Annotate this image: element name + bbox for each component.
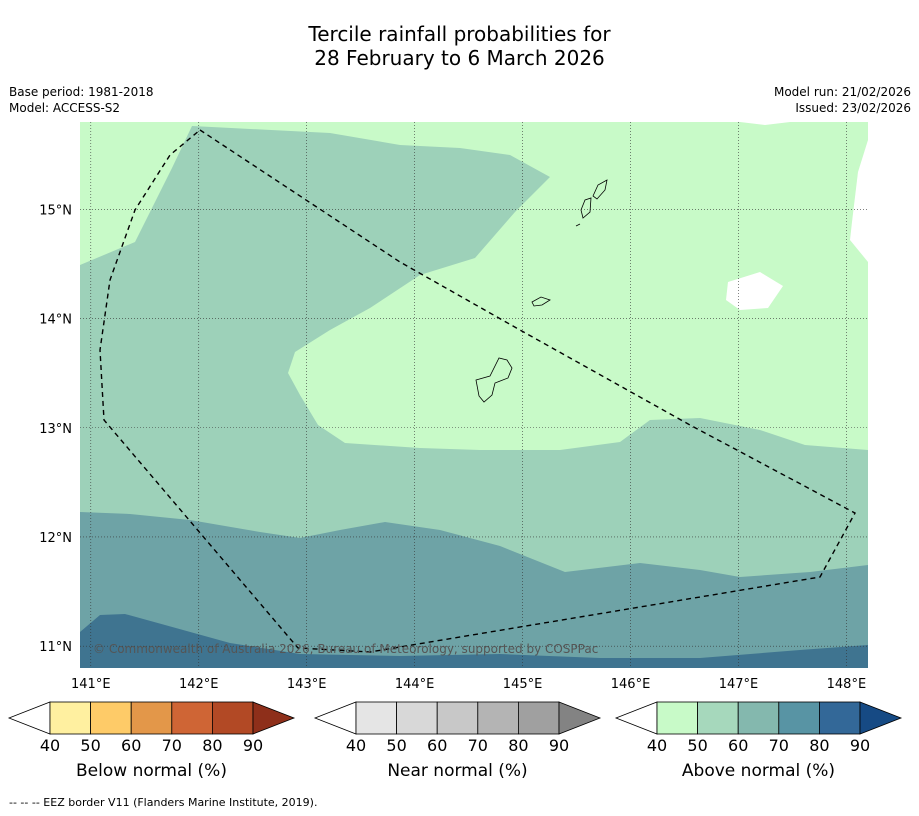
colorbar-tick-label: 60 xyxy=(427,736,447,755)
lon-tick-label: 147°E xyxy=(719,677,759,692)
colorbars: 40 50 60 70 80 90 40 50 60 70 80 90 40 50 60 70 80 90 xyxy=(7,701,903,755)
map-area xyxy=(80,122,868,668)
colorbar-tick-label: 70 xyxy=(162,736,182,755)
colorbar-tick-label: 40 xyxy=(647,736,667,755)
colorbar-max-triangle xyxy=(859,701,903,735)
colorbar-max-triangle xyxy=(252,701,296,735)
lat-tick-label: 14°N xyxy=(39,313,72,328)
colorbar-below: 40 50 60 70 80 90 xyxy=(7,701,296,755)
title-line-1: Tercile rainfall probabilities for xyxy=(308,22,611,46)
region-no-data-inner xyxy=(726,272,783,310)
colorbar-segment xyxy=(518,701,560,735)
map-copyright: © Commonwealth of Australia 2026, Bureau… xyxy=(93,642,598,656)
colorbar-segment xyxy=(130,701,173,735)
chart-title: Tercile rainfall probabilities for 28 Fe… xyxy=(0,22,919,70)
issued-date: Issued: 23/02/2026 xyxy=(795,101,911,115)
region-no-data-top xyxy=(740,122,790,125)
graticule xyxy=(80,122,868,668)
lon-tick-label: 145°E xyxy=(503,677,543,692)
colorbar-tick-label: 90 xyxy=(243,736,263,755)
lat-tick-label: 11°N xyxy=(39,640,72,655)
eez-legend: -- -- -- EEZ border V11 (Flanders Marine… xyxy=(9,796,318,809)
island-aguijan xyxy=(575,223,581,227)
colorbar-segment xyxy=(355,701,397,735)
colorbar-min-triangle xyxy=(614,701,658,735)
islands xyxy=(475,179,608,403)
colorbar-tick-label: 60 xyxy=(121,736,141,755)
colorbar-tick-label: 40 xyxy=(346,736,366,755)
colorbar-tick-label: 50 xyxy=(687,736,707,755)
lon-tick-label: 144°E xyxy=(395,677,435,692)
colorbar-segment xyxy=(436,701,479,735)
lon-tick-label: 146°E xyxy=(611,677,651,692)
eez-border xyxy=(99,129,856,653)
colorbar-segment xyxy=(211,701,254,735)
region-above-60-70 xyxy=(80,512,868,668)
colorbar-tick-label: 80 xyxy=(508,736,528,755)
colorbar-tick-label: 80 xyxy=(202,736,222,755)
lon-tick-label: 143°E xyxy=(287,677,327,692)
title-line-2: 28 February to 6 March 2026 xyxy=(314,46,605,70)
colorbar-segment xyxy=(171,701,213,735)
colorbar-tick-label: 70 xyxy=(468,736,488,755)
region-no-data-east xyxy=(850,140,868,262)
colorbar-tick-label: 80 xyxy=(809,736,829,755)
island-guam xyxy=(475,357,513,403)
colorbar-min-triangle xyxy=(313,701,357,735)
colorbar-segment xyxy=(737,701,780,735)
island-tinian xyxy=(580,197,592,219)
lat-tick-label: 12°N xyxy=(39,531,72,546)
lon-tick-label: 141°E xyxy=(71,677,111,692)
lat-tick-label: 15°N xyxy=(39,203,72,218)
base-period: Base period: 1981-2018 xyxy=(9,85,154,99)
colorbar-max-triangle xyxy=(558,701,602,735)
colorbar-segment xyxy=(819,701,861,735)
colorbar-near: 40 50 60 70 80 90 xyxy=(313,701,602,755)
colorbar-tick-label: 50 xyxy=(386,736,406,755)
colorbar-tick-label: 50 xyxy=(80,736,100,755)
region-above-50-60 xyxy=(80,126,868,668)
colorbar-segment xyxy=(49,701,91,735)
axis-labels: 141°E 142°E 143°E 144°E 145°E 146°E 147°E 148°E… xyxy=(39,203,866,692)
lat-tick-label: 13°N xyxy=(39,422,72,437)
colorbar-tick-label: 90 xyxy=(549,736,569,755)
colorbar-label-below: Below normal (%) xyxy=(76,761,227,781)
colorbar-label-near: Near normal (%) xyxy=(387,761,528,781)
colorbar-segment xyxy=(396,701,438,735)
meta-left: Base period: 1981-2018 Model: ACCESS-S2 xyxy=(9,84,154,116)
meta-right: Model run: 21/02/2026 Issued: 23/02/2026 xyxy=(774,84,911,116)
island-rota xyxy=(531,296,551,307)
model-run: Model run: 21/02/2026 xyxy=(773,85,911,99)
colorbar-segment xyxy=(778,701,820,735)
colorbar-segment xyxy=(697,701,739,735)
colorbar-min-triangle xyxy=(7,701,51,735)
colorbar-tick-label: 70 xyxy=(769,736,789,755)
colorbar-tick-label: 40 xyxy=(40,736,60,755)
colorbar-label-above: Above normal (%) xyxy=(681,761,836,781)
colorbar-above: 40 50 60 70 80 90 xyxy=(614,701,903,755)
island-saipan xyxy=(592,179,608,200)
model-name: Model: ACCESS-S2 xyxy=(9,101,121,115)
colorbar-segment xyxy=(90,701,132,735)
colorbar-tick-label: 60 xyxy=(728,736,748,755)
lon-tick-label: 142°E xyxy=(179,677,219,692)
colorbar-tick-label: 90 xyxy=(850,736,870,755)
region-above-70-80 xyxy=(80,614,868,668)
colorbar-segment xyxy=(477,701,519,735)
lon-tick-label: 148°E xyxy=(827,677,867,692)
colorbar-segment xyxy=(656,701,698,735)
